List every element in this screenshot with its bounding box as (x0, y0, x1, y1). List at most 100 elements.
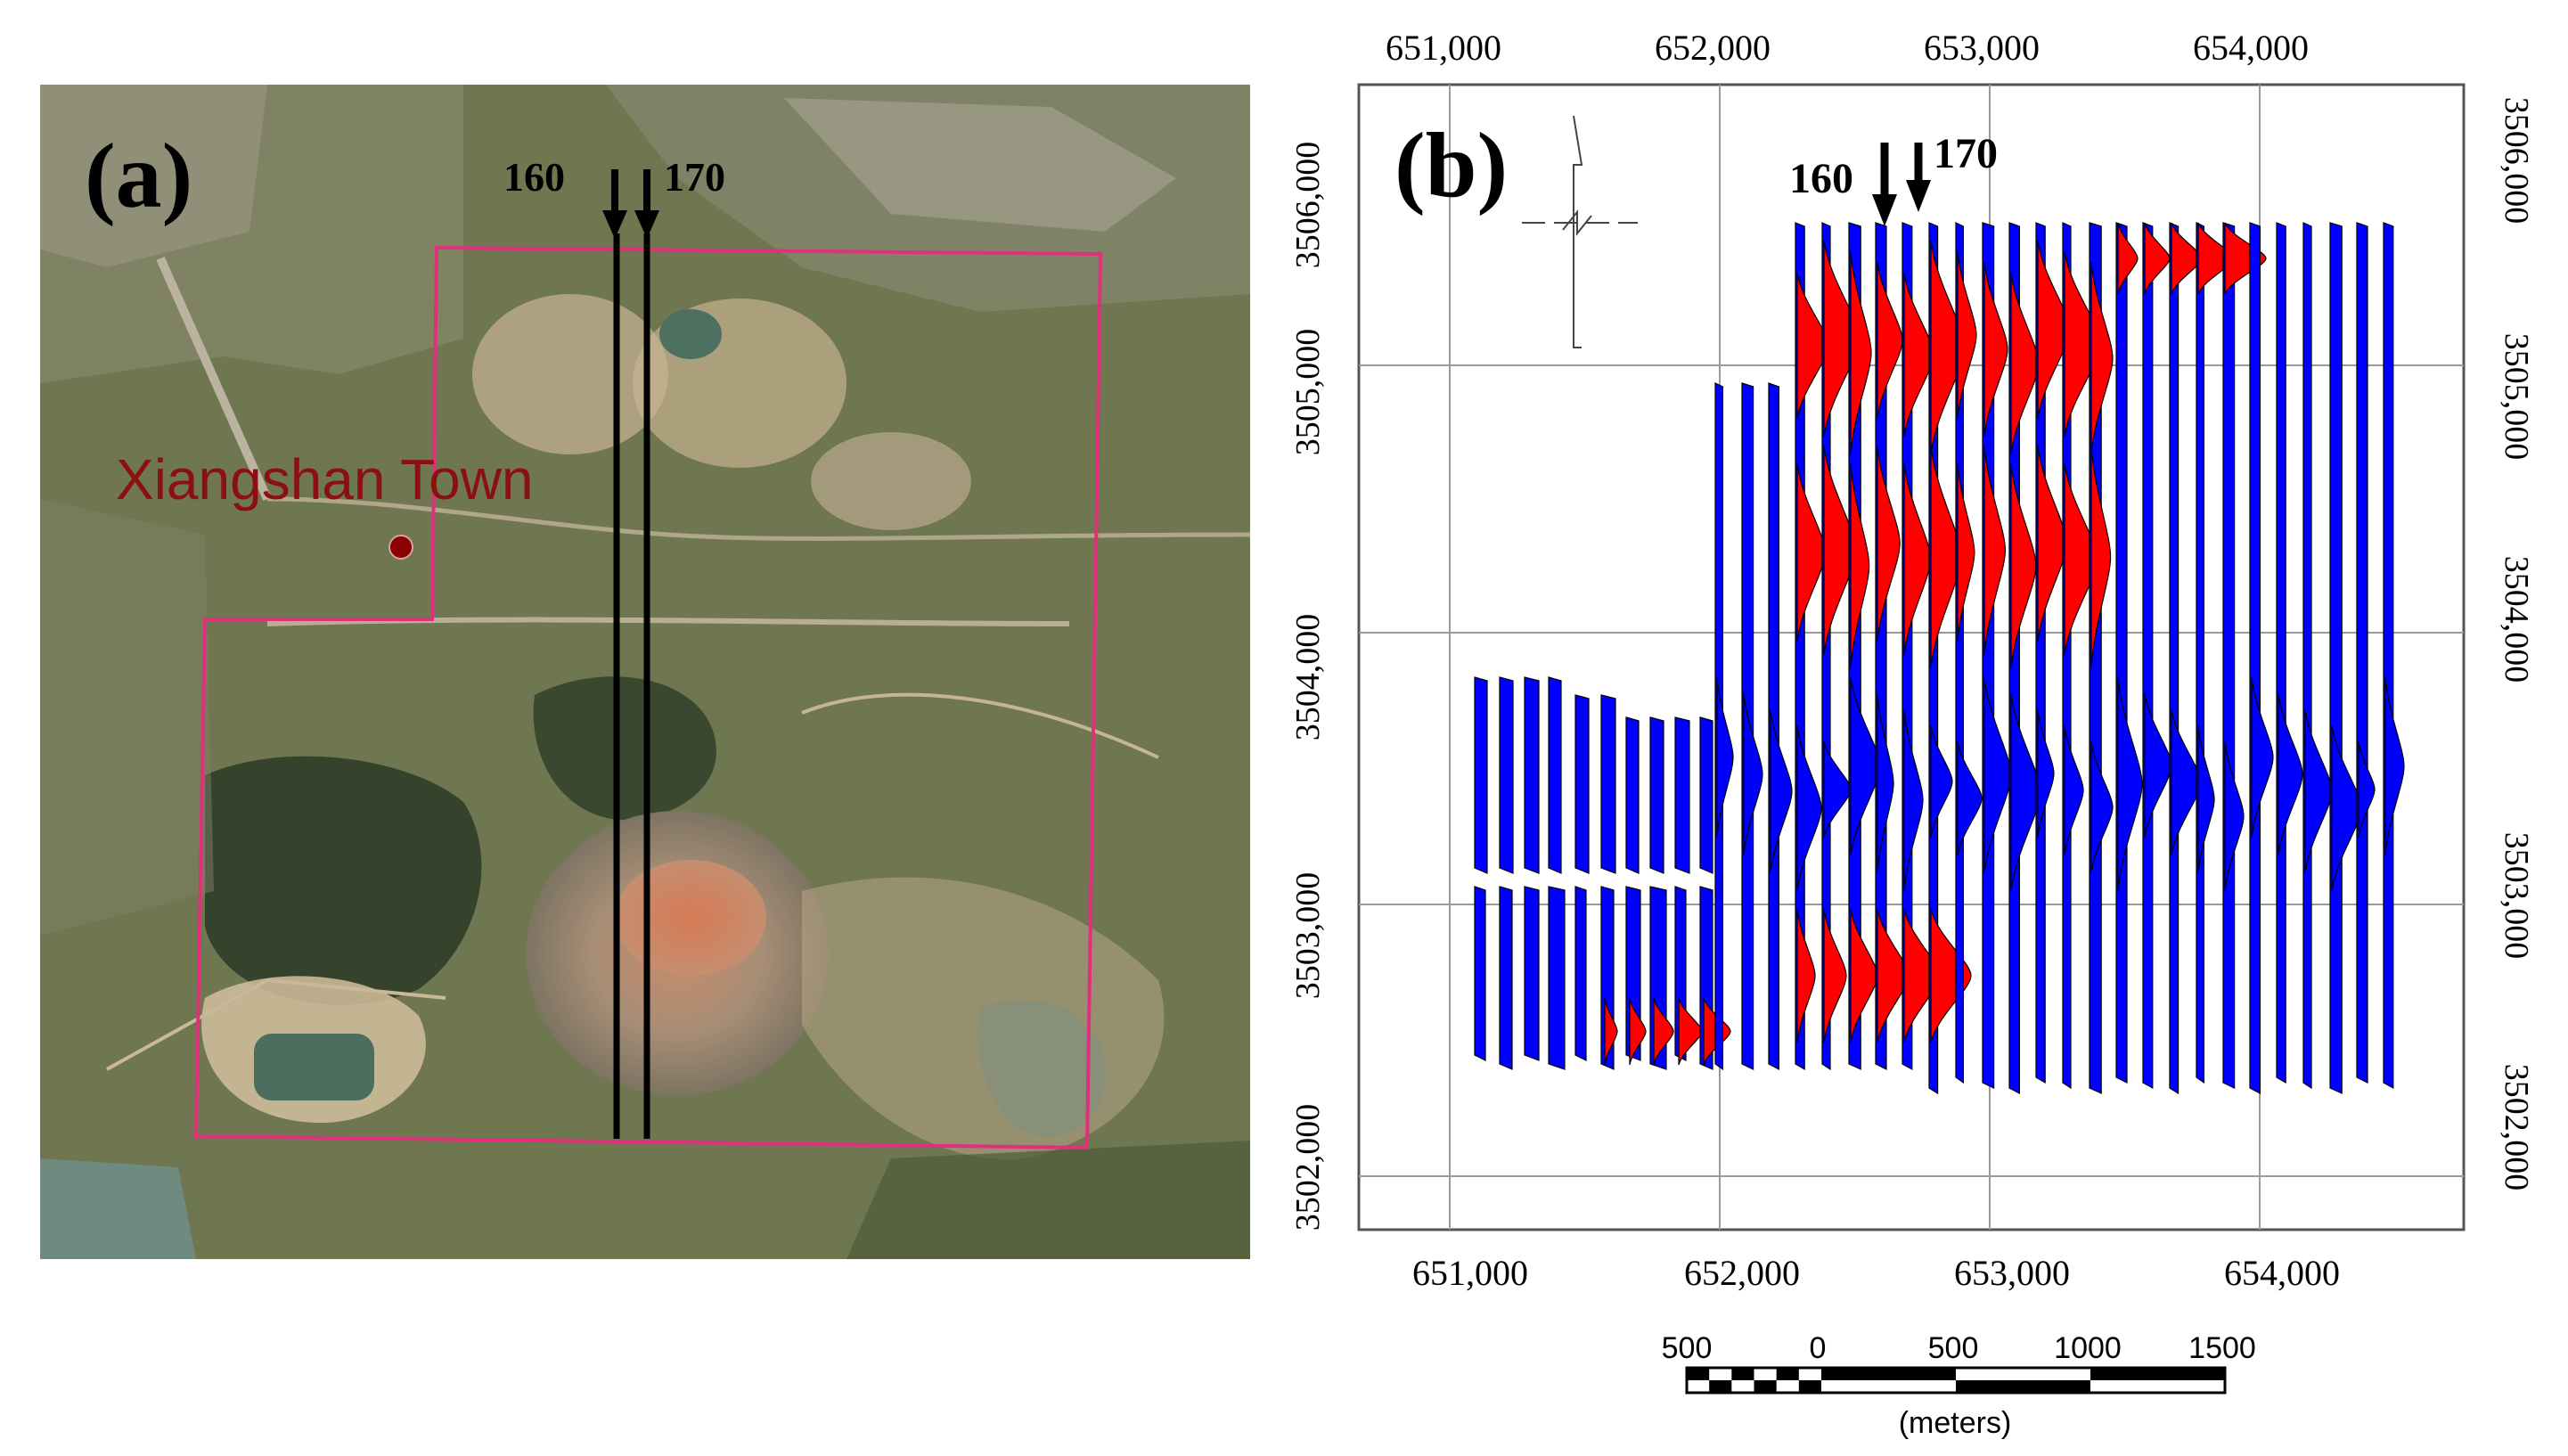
town-marker-icon (388, 535, 413, 560)
town-label: Xiangshan Town (116, 447, 534, 511)
trace-west-upper-9 (1699, 716, 1713, 874)
anomaly-blue-lobe-9 (1957, 740, 1983, 856)
y-tick-right-3504000: 3504,000 (2498, 556, 2535, 683)
scale-label-1500: 1500 (2188, 1331, 2256, 1365)
trace-main-9 (1955, 222, 1964, 1084)
y-tick-left-3502000: 3502,000 (1289, 1104, 1327, 1231)
x-tick-top-654000: 654,000 (2193, 28, 2309, 68)
anomaly-north-red-9 (1957, 250, 1977, 420)
y-tick-right-3505000: 3505,000 (2498, 333, 2535, 461)
trace-main-25 (2383, 222, 2394, 1090)
trace-main-10 (1982, 222, 1995, 1089)
scale-check-4 (1776, 1368, 1799, 1380)
survey-area-boundary (193, 245, 1103, 1150)
x-tick-bottom-652000: 652,000 (1684, 1253, 1800, 1293)
panel-b-label: (b) (1394, 114, 1508, 217)
anomaly-blue-lobe-3 (1796, 724, 1822, 892)
trace-west-upper-3 (1548, 676, 1562, 874)
scale-block-1 (1821, 1368, 1956, 1380)
panel-b: 160 170 (b) 651,000 652,000 653,000 654,… (1289, 28, 2535, 1293)
anomaly-blue-lobe-18 (2197, 724, 2215, 874)
scale-check-1 (1709, 1380, 1732, 1393)
trace-main-16 (2142, 222, 2154, 1090)
trace-main-20 (2249, 222, 2261, 1094)
north-arrow-icon (1522, 115, 1638, 348)
y-tick-right-3502000: 3502,000 (2498, 1064, 2535, 1191)
trace-west-lower-2 (1524, 886, 1540, 1061)
trace-main-12 (2035, 222, 2046, 1084)
profile-arrow-160-a (602, 169, 627, 239)
anomaly-blue-lobe-7 (1903, 708, 1924, 892)
panel-a-label: (a) (85, 125, 192, 227)
y-tick-left-3506000: 3506,000 (1289, 142, 1327, 269)
anomaly-north-red-5 (1850, 250, 1872, 455)
profile-arrow-170-a (634, 169, 659, 239)
anomaly-blue-lobe-19 (2224, 740, 2245, 892)
y-tick-left-3503000: 3503,000 (1289, 872, 1327, 1000)
anomaly-west-red-6 (1629, 997, 1647, 1066)
anomaly-north-red-14 (2090, 261, 2114, 455)
scale-bar-segments (1685, 1366, 2227, 1395)
trace-west-upper-1 (1499, 676, 1514, 874)
panel-a: 160 170 (a) Xiangshan Town (40, 85, 1251, 1259)
anomaly-blue-lobe-0 (1716, 676, 1734, 838)
anomaly-blue-lobe-12 (2037, 708, 2055, 838)
trace-main-23 (2329, 222, 2343, 1094)
trace-main-19 (2222, 222, 2236, 1089)
trace-main-13 (2062, 222, 2072, 1090)
trace-west-lower-1 (1499, 886, 1513, 1070)
x-tick-top-651000: 651,000 (1386, 28, 1501, 68)
trace-main-15 (2115, 222, 2128, 1084)
trace-west-lower-4 (1574, 886, 1587, 1061)
scale-label-1000: 1000 (2054, 1331, 2122, 1365)
anomaly-south-red-8 (1930, 908, 1972, 1043)
anomaly-south-red-4 (1823, 908, 1847, 1043)
x-tick-bottom-654000: 654,000 (2224, 1253, 2340, 1293)
anomaly-mid-red-6 (1877, 445, 1901, 642)
anomaly-west-red-7 (1653, 997, 1674, 1066)
anomaly-blue-lobe-8 (1930, 724, 1953, 838)
scale-label-0: 0 (1810, 1331, 1827, 1365)
x-tick-bottom-653000: 653,000 (1954, 1253, 2070, 1293)
trace-west-upper-4 (1574, 694, 1590, 874)
anomaly-blue-lobe-6 (1877, 692, 1894, 874)
trace-main-21 (2276, 222, 2286, 1084)
scale-unit: (meters) (1899, 1406, 2012, 1440)
anomaly-blue-lobe-21 (2278, 692, 2303, 856)
scale-block-3 (2090, 1368, 2225, 1380)
anomaly-mid-red-10 (1983, 445, 2007, 656)
anomaly-ne-red-15 (2117, 222, 2139, 295)
profile-arrow-170-b (1906, 143, 1931, 212)
anomaly-mid-red-9 (1957, 462, 1975, 642)
anomaly-blue-lobe-20 (2251, 676, 2274, 838)
profile-anomalies (1474, 222, 2405, 1095)
anomaly-blue-lobe-2 (1770, 708, 1793, 874)
anomaly-blue-lobe-13 (2064, 724, 2084, 856)
anomaly-mid-red-5 (1850, 462, 1870, 669)
anomaly-north-red-10 (1983, 261, 2008, 438)
anomaly-blue-lobe-14 (2090, 740, 2114, 874)
scale-check-2 (1731, 1368, 1754, 1380)
trace-west-upper-2 (1524, 676, 1540, 874)
scale-bar: 500 0 500 1000 1500 (meters) (1662, 1331, 2256, 1440)
anomaly-blue-lobe-24 (2358, 740, 2376, 838)
scale-label-500-left: 500 (1662, 1331, 1713, 1365)
anomaly-mid-red-14 (2090, 445, 2112, 669)
profile-label-170-a: 170 (664, 154, 725, 200)
y-tick-left-3505000: 3505,000 (1289, 329, 1327, 456)
x-tick-top-652000: 652,000 (1655, 28, 1771, 68)
anomaly-blue-lobe-1 (1743, 692, 1763, 856)
anomaly-blue-lobe-25 (2384, 676, 2405, 856)
trace-west-upper-5 (1600, 694, 1616, 874)
profile-label-170-b: 170 (1934, 130, 1998, 177)
trace-west-lower-3 (1548, 886, 1566, 1070)
trace-main-18 (2196, 222, 2204, 1084)
anomaly-west-red-5 (1604, 997, 1618, 1066)
trace-west-lower-0 (1474, 886, 1486, 1061)
trace-west-upper-6 (1625, 716, 1640, 874)
scale-label-500: 500 (1928, 1331, 1979, 1365)
scale-check-5 (1798, 1380, 1821, 1393)
anomaly-south-red-3 (1796, 908, 1816, 1043)
trace-west-upper-8 (1674, 716, 1690, 874)
